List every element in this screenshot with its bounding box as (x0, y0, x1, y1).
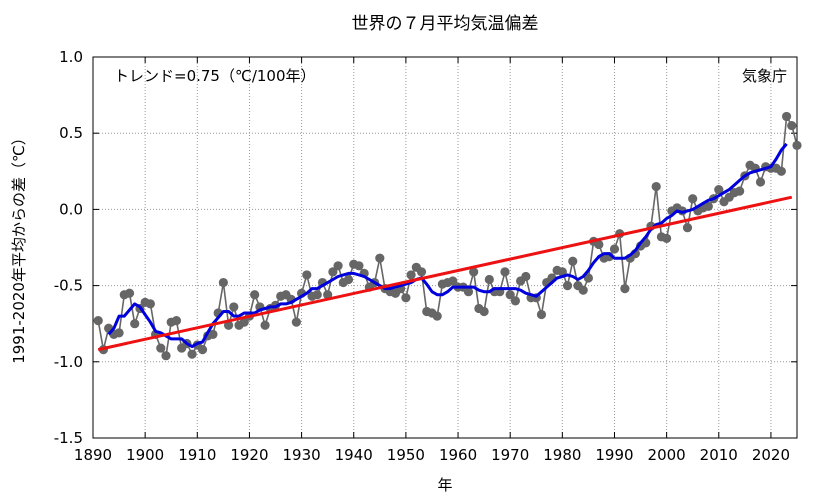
annual-point (521, 271, 531, 282)
annual-point (568, 256, 578, 266)
annual-point (463, 287, 474, 297)
y-tick-label: -0.5 (54, 277, 83, 295)
x-tick-label: 1920 (230, 446, 268, 464)
annual-point (323, 290, 333, 300)
annual-point (302, 270, 312, 280)
y-tick-label: 0.0 (59, 200, 83, 218)
x-tick-label: 1950 (387, 446, 425, 464)
x-axis-ticks: 1890 1900 1910 1920 1930 1940 1950 1960 1970 1980… (74, 57, 790, 464)
annual-point (792, 140, 802, 150)
annual-point (187, 349, 197, 359)
annual-point (620, 284, 630, 294)
annual-point (208, 329, 218, 339)
annual-point (343, 274, 354, 285)
annual-point (682, 223, 693, 233)
annual-point (755, 177, 766, 187)
annual-point (333, 261, 343, 271)
annual-point (328, 267, 338, 277)
annual-point (229, 302, 239, 312)
annual-point (171, 316, 182, 326)
annual-point (787, 120, 797, 131)
chart-title: 世界の７月平均気温偏差 (352, 14, 539, 34)
moving-average-line (107, 142, 788, 349)
y-tick-label: 1.0 (59, 48, 83, 66)
annual-point (156, 343, 166, 353)
annual-point (416, 267, 427, 277)
annual-point (776, 166, 786, 176)
annual-point (651, 181, 661, 192)
annual-point (161, 351, 171, 361)
y-axis-ticks: -1.5 -1.0 -0.5 0.0 0.5 1.0 (54, 48, 797, 447)
x-tick-label: 1960 (439, 446, 477, 464)
annual-point (312, 290, 322, 300)
plot-frame (92, 56, 798, 439)
annual-point (479, 306, 489, 317)
annual-point (354, 261, 364, 271)
annual-point (250, 290, 260, 300)
annual-point (291, 317, 301, 327)
annual-point (401, 293, 411, 303)
y-tick-label: -1.0 (54, 353, 83, 371)
x-tick-label: 1890 (74, 446, 112, 464)
annual-point (375, 253, 385, 263)
x-tick-label: 2020 (752, 446, 790, 464)
annual-point (594, 239, 604, 250)
y-tick-label: 0.5 (59, 124, 83, 142)
grid-lines (93, 57, 797, 438)
annual-series-line (97, 113, 798, 358)
annual-point (484, 274, 494, 285)
x-tick-label: 1910 (178, 446, 216, 464)
annual-point (197, 345, 208, 355)
trend-annotation: トレンド=0.75（℃/100年） (114, 67, 316, 85)
annual-point (448, 276, 458, 286)
x-tick-label: 1980 (543, 446, 581, 464)
annual-point (145, 299, 155, 309)
annual-point (562, 281, 573, 291)
annual-point (688, 194, 698, 204)
annual-point (93, 316, 103, 326)
annual-point (406, 270, 416, 280)
y-tick-label: -1.5 (54, 429, 83, 447)
x-tick-label: 1930 (282, 446, 320, 464)
annual-point (469, 267, 479, 277)
x-tick-label: 1900 (126, 446, 164, 464)
annual-point (662, 233, 672, 243)
x-tick-label: 1970 (491, 446, 529, 464)
annual-point (557, 267, 567, 277)
annual-point (703, 201, 713, 211)
annual-point (505, 290, 515, 300)
x-axis-label: 年 (437, 476, 452, 494)
source-annotation: 気象庁 (742, 67, 787, 85)
annual-point (432, 311, 442, 321)
annual-point (260, 320, 270, 330)
annual-point (609, 244, 620, 254)
x-tick-label: 1990 (595, 446, 633, 464)
data-series (93, 111, 802, 361)
annual-point (735, 186, 745, 196)
annual-point (239, 317, 249, 327)
x-tick-label: 2000 (648, 446, 686, 464)
annual-point (536, 309, 547, 320)
annual-point (124, 288, 135, 298)
annual-point (218, 277, 228, 288)
annual-point (583, 273, 594, 283)
x-tick-label: 2010 (700, 446, 738, 464)
annual-point (781, 111, 792, 122)
trend-line (97, 195, 793, 352)
annual-point (500, 267, 510, 277)
annual-point (510, 296, 520, 306)
x-tick-label: 1940 (335, 446, 373, 464)
annual-point (578, 285, 588, 295)
annual-point (130, 319, 140, 329)
y-axis-label: 1991-2020年平均からの差（℃） (10, 130, 28, 364)
annual-point (714, 184, 724, 195)
annual-point (114, 328, 124, 338)
